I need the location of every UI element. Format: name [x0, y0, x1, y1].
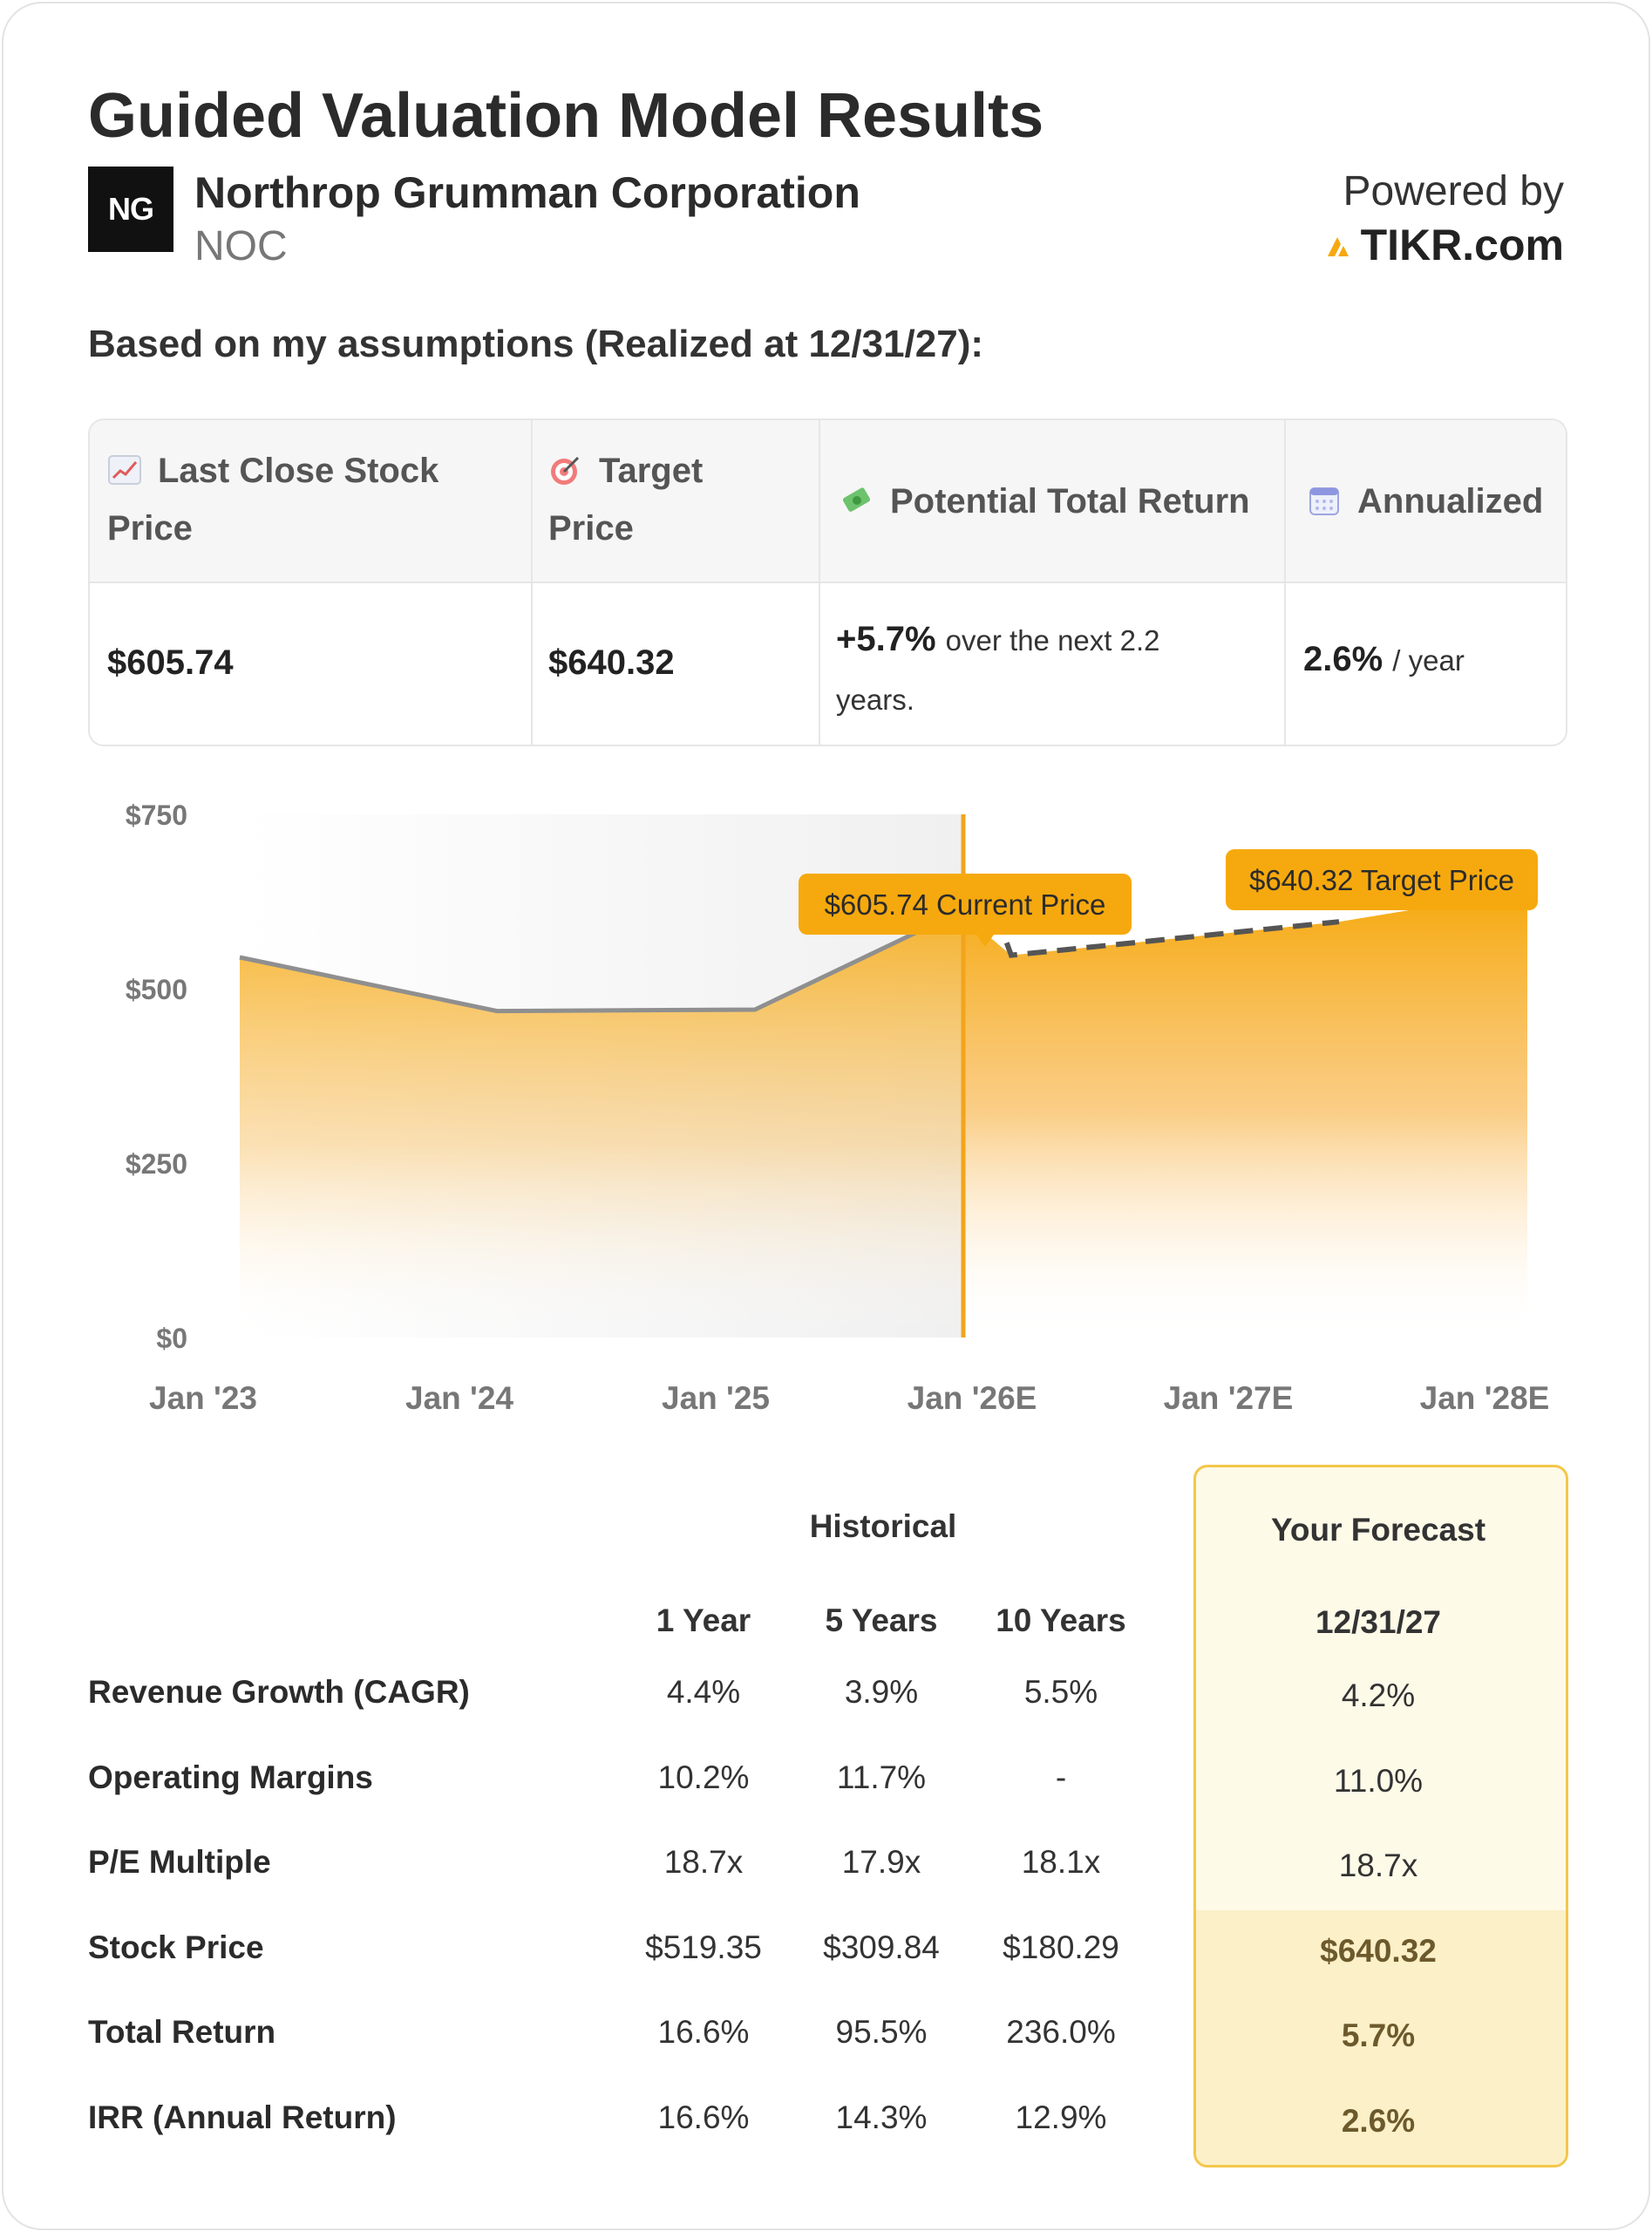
header-annualized: Annualized: [1307, 473, 1543, 530]
current-price-pointer: [976, 935, 994, 947]
metric-label: Stock Price: [88, 1929, 264, 1965]
metric-value: 10.2%: [657, 1759, 750, 1795]
header-potential-return: Potential Total Return: [840, 473, 1250, 530]
metric-value: 16.6%: [657, 2014, 750, 2050]
metric-label: IRR (Annual Return): [88, 2099, 397, 2135]
metric-value: 3.9%: [844, 1674, 919, 1710]
forecast-highlight: [1196, 1910, 1566, 2165]
metric-value: 95.5%: [835, 2014, 928, 2050]
header-text: Annualized: [1357, 482, 1544, 521]
last-close-value: $605.74: [107, 643, 234, 682]
potential-return-value: +5.7% over the next 2.2 years.: [836, 610, 1159, 729]
tikr-logo-icon: [1327, 237, 1349, 256]
y-tick-label: $750: [126, 800, 187, 831]
historical-title: Historical: [809, 1508, 957, 1544]
column-10-years: 10 Years: [996, 1603, 1126, 1638]
current-price-label-text: $605.74 Current Price: [825, 888, 1106, 921]
forecast-value: 11.0%: [1333, 1763, 1424, 1799]
powered-by-label: Powered by: [1343, 168, 1564, 214]
header-last-close: Last Close Stock Price: [107, 442, 438, 557]
metric-value: 14.3%: [835, 2099, 928, 2135]
annualized-pct: 2.6%: [1303, 640, 1383, 678]
metric-label: Total Return: [88, 2014, 276, 2050]
forecast-area: [963, 890, 1527, 1337]
company-logo: NG: [88, 167, 173, 252]
annualized-value: 2.6% / year: [1303, 640, 1465, 679]
return-text: years.: [836, 684, 914, 716]
money-icon: [842, 487, 871, 512]
forecast-value: 5.7%: [1341, 2018, 1416, 2053]
return-text: over the next 2.2: [945, 624, 1160, 657]
header-text: Last Close Stock: [158, 452, 439, 490]
metric-value: 236.0%: [1006, 2014, 1116, 2050]
metric-value: 12.9%: [1015, 2099, 1107, 2135]
summary-table: Last Close Stock Price Target Price Pote…: [88, 418, 1567, 746]
forecast-title: Your Forecast: [1270, 1512, 1486, 1548]
y-tick-label: $500: [126, 974, 187, 1005]
forecast-date: 12/31/27: [1315, 1604, 1442, 1640]
metric-label: P/E Multiple: [88, 1844, 271, 1880]
y-tick-label: $250: [126, 1148, 187, 1180]
x-tick-label: Jan '24: [405, 1380, 513, 1416]
metric-label: Revenue Growth (CAGR): [88, 1674, 470, 1710]
header-text: Price: [548, 509, 634, 548]
forecast-panel: [1193, 1465, 1568, 2167]
annualized-unit: / year: [1392, 644, 1465, 677]
forecast-value: 4.2%: [1341, 1677, 1416, 1713]
col-divider: [819, 420, 820, 745]
current-price-label-bubble: [799, 874, 1132, 935]
metric-value: 18.1x: [1021, 1844, 1101, 1880]
target-price-value: $640.32: [548, 643, 675, 682]
metric-value: 16.6%: [657, 2099, 750, 2135]
chart-up-icon: [108, 455, 141, 485]
x-tick-label: Jan '25: [662, 1380, 770, 1416]
metric-value: 11.7%: [836, 1759, 927, 1795]
metric-value: 4.4%: [666, 1674, 741, 1710]
y-tick-label: $0: [156, 1323, 187, 1354]
metric-value: -: [1055, 1759, 1067, 1795]
column-1-year: 1 Year: [656, 1603, 751, 1638]
metric-value: $309.84: [823, 1929, 940, 1965]
column-5-years: 5 Years: [825, 1603, 938, 1638]
target-price-label-text: $640.32 Target Price: [1249, 864, 1514, 896]
col-divider: [531, 420, 533, 745]
x-tick-label: Jan '26E: [908, 1380, 1037, 1416]
ticker-symbol: NOC: [194, 223, 288, 269]
metric-value: 5.5%: [1023, 1674, 1098, 1710]
header-text: Potential Total Return: [890, 482, 1250, 521]
metric-value: $180.29: [1003, 1929, 1119, 1965]
header-target: Target Price: [548, 442, 703, 557]
x-tick-label: Jan '23: [149, 1380, 257, 1416]
price-chart: $750 $500 $250 $0 Jan '23 Jan '24 Jan '25 Jan '…: [126, 800, 1550, 1416]
page-title: Guided Valuation Model Results: [88, 81, 1044, 151]
header-text: Target: [599, 452, 704, 490]
target-price-label-bubble: [1226, 849, 1538, 910]
forecast-value: 18.7x: [1338, 1848, 1418, 1883]
col-divider: [1284, 420, 1286, 745]
metric-value: 18.7x: [663, 1844, 744, 1880]
return-pct: +5.7%: [836, 620, 936, 658]
logo-text: NG: [108, 191, 154, 227]
metric-value: $519.35: [645, 1929, 762, 1965]
brand-name: TIKR.com: [1360, 221, 1564, 269]
brand-link[interactable]: TIKR.com: [1326, 220, 1564, 270]
calendar-icon: [1309, 487, 1339, 515]
header-text: Price: [107, 509, 193, 548]
x-tick-label: Jan '28E: [1420, 1380, 1550, 1416]
forecast-value: $640.32: [1320, 1933, 1437, 1969]
x-tick-label: Jan '27E: [1164, 1380, 1294, 1416]
historical-area: [240, 915, 963, 1337]
metric-value: 17.9x: [841, 1844, 921, 1880]
target-icon: [551, 456, 580, 485]
company-name: Northrop Grumman Corporation: [194, 168, 860, 217]
metric-label: Operating Margins: [88, 1759, 373, 1795]
assumptions-heading: Based on my assumptions (Realized at 12/…: [88, 323, 984, 365]
forecast-value: 2.6%: [1341, 2103, 1416, 2139]
